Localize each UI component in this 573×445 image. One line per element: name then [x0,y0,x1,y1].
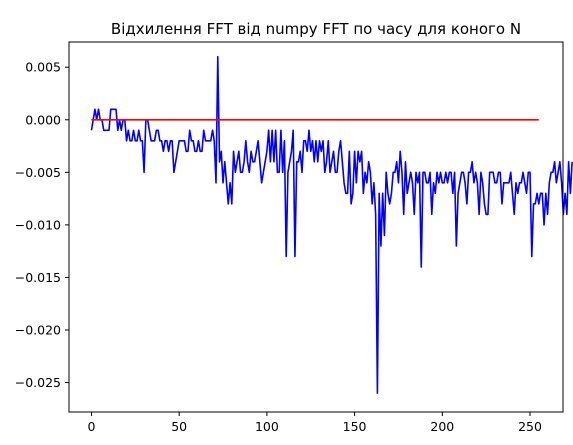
axes-frame [68,41,564,413]
x-tick-label: 150 [343,419,367,434]
plot-lines [90,55,573,394]
y-tick-label: 0.000 [25,112,61,127]
x-tick-label: 0 [87,419,95,434]
chart-title: Відхилення FFT від numpy FFT по часу для… [111,20,521,38]
y-tick-label: −0.025 [15,375,61,390]
x-tick-label: 200 [430,419,454,434]
series-line-1 [90,55,573,394]
y-tick-label: −0.005 [15,165,61,180]
y-tick-label: −0.010 [15,217,61,232]
x-tick-label: 100 [255,419,279,434]
y-tick-label: −0.020 [15,323,61,338]
x-tick-label: 250 [518,419,542,434]
y-tick-label: 0.005 [25,60,61,75]
y-tick-label: −0.015 [15,270,61,285]
x-axis: 0 50 100 150 200 250 [87,412,542,434]
y-axis: 0.005 0.000 −0.005 −0.010 −0.015 −0.020 −0.025 [15,60,69,390]
x-tick-label: 50 [171,419,187,434]
